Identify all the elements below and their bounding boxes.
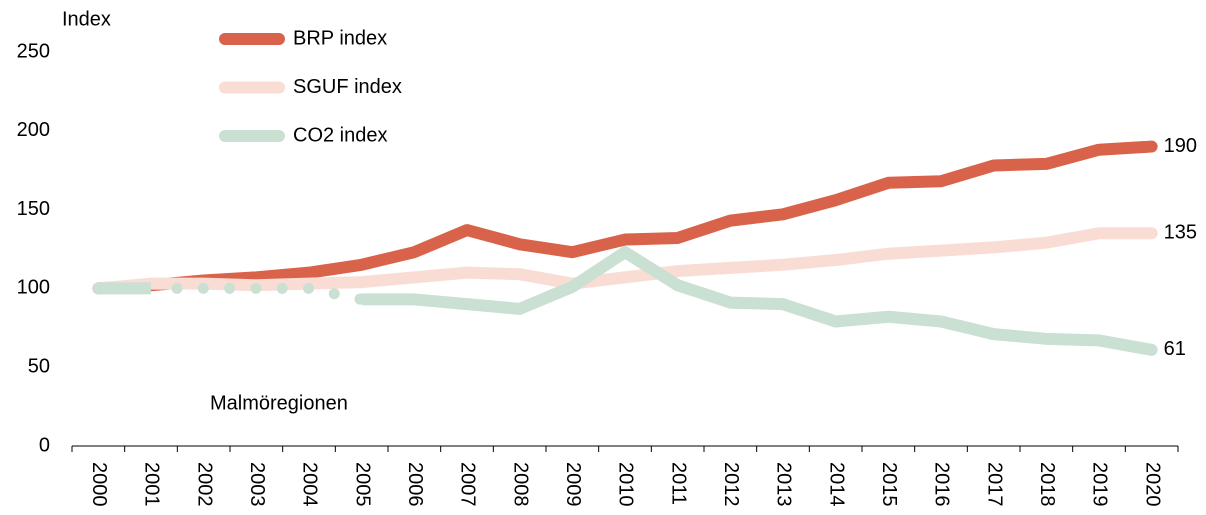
end-label: 190 [1164,135,1197,157]
x-tick-label: 2004 [299,462,321,507]
x-tick-label: 2011 [667,462,689,505]
x-tick-label: 2005 [351,462,373,507]
x-tick-label: 2007 [457,462,479,507]
x-tick-label: 2009 [562,462,584,507]
x-tick-label: 2014 [825,462,847,507]
legend-label: SGUF index [293,76,402,98]
line [92,246,1158,356]
x-tick-label: 2019 [1089,462,1111,507]
x-tick-label: 2000 [88,462,110,507]
y-tick-label: 200 [17,119,50,141]
y-tick-label: 50 [28,355,50,377]
x-tick-label: 2006 [404,462,426,507]
line [92,140,1158,295]
x-tick-label: 2012 [720,462,742,507]
x-tick-label: 2013 [773,462,795,507]
x-tick-label: 2017 [983,462,1005,507]
x-tick-label: 2008 [509,462,531,507]
x-tick-label: 2010 [615,462,637,507]
x-tick-label: 2018 [1036,462,1058,507]
x-tick-label: 2001 [141,462,163,507]
x-tick-label: 2003 [246,462,268,507]
x-tick-label: 2002 [193,462,215,507]
x-tick-label: 2015 [878,462,900,507]
y-tick-label: 0 [39,434,50,456]
legend-label: BRP index [293,27,387,49]
y-axis-label: Index [62,8,111,30]
x-tick-label: 2016 [931,462,953,507]
legend-label: CO2 index [293,124,388,146]
line-dotted [145,282,368,305]
y-tick-label: 100 [17,277,50,299]
y-tick-label: 150 [17,198,50,220]
end-label: 135 [1164,222,1197,244]
annotation: Malmöregionen [210,392,348,414]
end-label: 61 [1164,338,1186,360]
x-tick-label: 2020 [1141,462,1163,507]
y-tick-label: 250 [17,40,50,62]
